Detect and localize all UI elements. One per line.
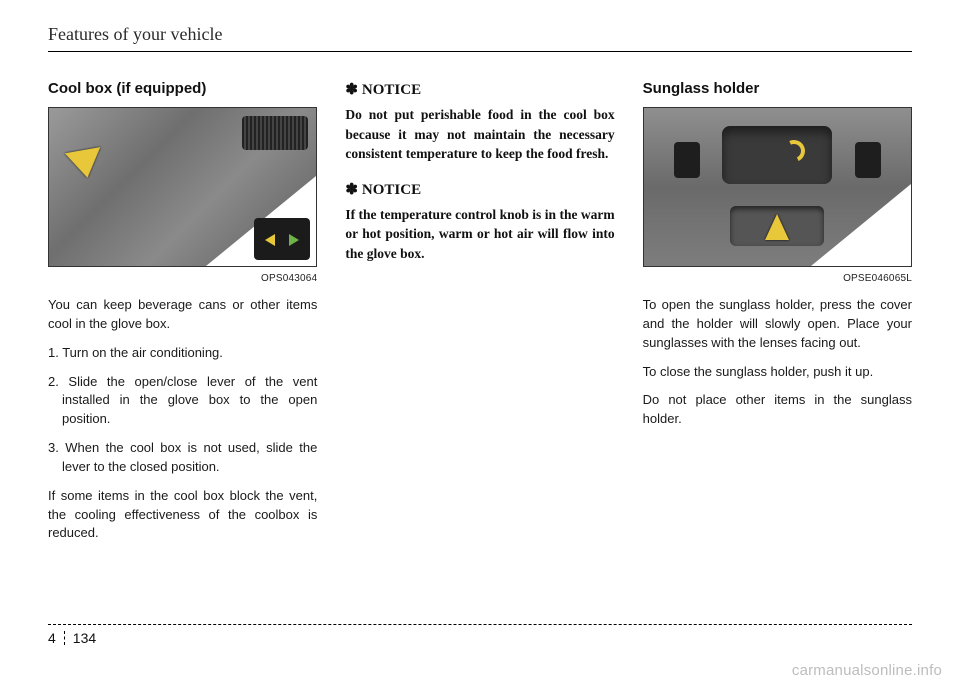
overhead-button-left [674, 142, 700, 178]
watermark-text: carmanualsonline.info [792, 662, 942, 679]
coolbox-photo [48, 107, 317, 267]
manual-page: Features of your vehicle Cool box (if eq… [0, 0, 960, 689]
notice-2-title: ✽NOTICE [345, 180, 614, 199]
lever-inset [254, 218, 310, 260]
coolbox-step-2: 2. Slide the open/close lever of the ven… [48, 373, 317, 430]
sunglass-p2: To close the sunglass holder, push it up… [643, 363, 912, 382]
notice-1-title: ✽NOTICE [345, 80, 614, 99]
chapter-number: 4 [48, 631, 65, 645]
notice-2-body: If the temperature control knob is in th… [345, 205, 614, 264]
sunglass-photo [643, 107, 912, 267]
notice-mark-icon: ✽ [345, 82, 358, 98]
sunglass-image-code: OPSE046065L [643, 273, 912, 284]
notice-1-body: Do not put perishable food in the cool b… [345, 105, 614, 164]
sunglass-title: Sunglass holder [643, 80, 912, 97]
lever-arrows-icon [265, 228, 299, 250]
sunglass-p1: To open the sunglass holder, press the c… [643, 296, 912, 353]
page-number: 134 [65, 631, 96, 645]
column-notices: ✽NOTICE Do not put perishable food in th… [345, 80, 614, 553]
notice-2-label: NOTICE [362, 182, 421, 198]
content-columns: Cool box (if equipped) OPS043064 You can… [48, 80, 912, 553]
notice-1-label: NOTICE [362, 82, 421, 98]
callout-triangle [811, 184, 911, 266]
coolbox-step-3: 3. When the cool box is not used, slide … [48, 439, 317, 477]
column-coolbox: Cool box (if equipped) OPS043064 You can… [48, 80, 317, 553]
coolbox-step-1: 1. Turn on the air conditioning. [48, 344, 317, 363]
coolbox-intro: You can keep beverage cans or other item… [48, 296, 317, 334]
coolbox-title: Cool box (if equipped) [48, 80, 317, 97]
notice-mark-icon: ✽ [345, 182, 358, 198]
push-up-arrow-icon [765, 214, 789, 240]
overhead-button-right [855, 142, 881, 178]
coolbox-image-code: OPS043064 [48, 273, 317, 284]
page-footer: 4 134 [48, 624, 912, 645]
coolbox-note: If some items in the cool box block the … [48, 487, 317, 544]
sunglass-p3: Do not place other items in the sunglass… [643, 391, 912, 429]
column-sunglass: Sunglass holder OPSE046065L To open the … [643, 80, 912, 553]
header-title: Features of your vehicle [48, 24, 912, 45]
open-arrow-icon [65, 147, 105, 181]
sunglass-holder-graphic [722, 126, 832, 184]
dashboard-vent-graphic [242, 116, 308, 150]
page-header: Features of your vehicle [48, 24, 912, 52]
